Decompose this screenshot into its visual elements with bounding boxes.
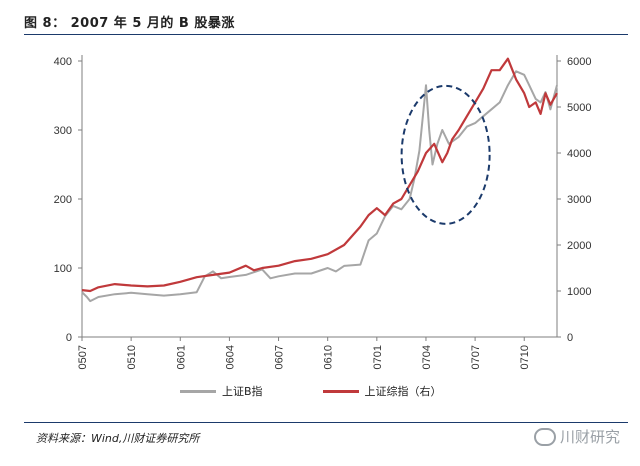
legend-label-composite: 上证综指（右） [364, 385, 442, 398]
title-rule [24, 34, 628, 35]
highlight-ellipse [400, 84, 491, 225]
right-tick-label: 6000 [567, 56, 591, 68]
right-tick-label: 1000 [567, 286, 591, 298]
watermark: 川财研究 [533, 426, 620, 447]
legend-swatch-gray [180, 389, 216, 393]
series-composite-line [81, 57, 558, 293]
left-tick-label: 400 [54, 56, 72, 68]
right-tick-label: 0 [567, 332, 573, 344]
right-tick-label: 4000 [567, 148, 591, 160]
legend-label-b-index: 上证B指 [222, 385, 263, 398]
series-layer [81, 57, 558, 303]
watermark-text: 川财研究 [559, 428, 620, 446]
right-tick-label: 5000 [567, 102, 591, 114]
wechat-icon [533, 427, 556, 446]
left-tick-label: 0 [66, 332, 72, 344]
left-tick-label: 300 [54, 125, 72, 137]
annotation-layer [400, 84, 491, 225]
x-tick-label: 0507 [77, 345, 89, 369]
x-tick-label: 0707 [470, 345, 482, 369]
x-tick-label: 0704 [421, 345, 433, 369]
x-tick-label: 0607 [274, 345, 286, 369]
left-tick-label: 100 [54, 263, 72, 275]
line-chart: 0100200300400010002000300040005000600005… [54, 55, 591, 369]
legend-item-composite: 上证综指（右） [322, 383, 442, 399]
left-tick-label: 200 [54, 194, 72, 206]
x-tick-label: 0610 [323, 345, 335, 369]
x-tick-label: 0710 [519, 345, 531, 369]
series-b-index-line [81, 70, 558, 303]
source-note: 资料来源：Wind,川财证券研究所 [36, 432, 200, 445]
x-tick-label: 0510 [126, 345, 138, 369]
x-tick-label: 0601 [175, 345, 187, 369]
x-tick-label: 0701 [372, 345, 384, 369]
chart-title: 图 8： 2007 年 5 月的 B 股暴涨 [24, 16, 235, 31]
source-rule [24, 422, 628, 423]
legend-swatch-red [322, 389, 359, 393]
legend-item-b-index: 上证B指 [180, 383, 263, 399]
axes-layer: 0100200300400010002000300040005000600005… [54, 55, 591, 369]
right-tick-label: 3000 [567, 194, 591, 206]
legend: 上证B指 上证综指（右） [180, 383, 442, 399]
x-tick-label: 0604 [224, 345, 236, 369]
right-tick-label: 2000 [567, 240, 591, 252]
